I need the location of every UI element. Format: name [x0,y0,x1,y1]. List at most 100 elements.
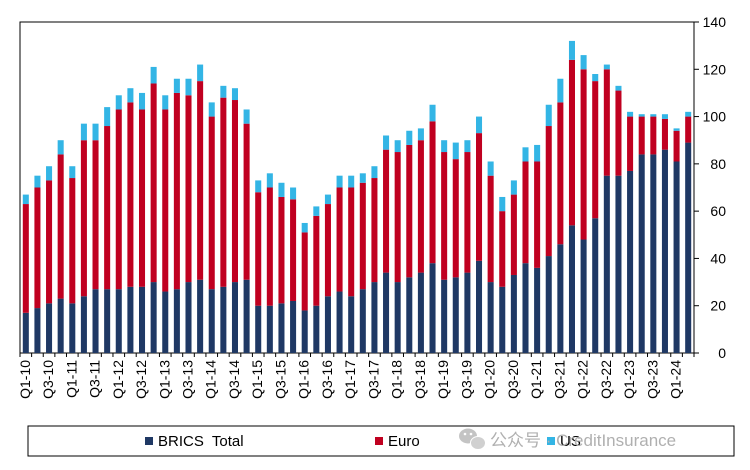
bar-euro-q2-17 [359,182,366,290]
x-tick-label-q1-13: Q1-13 [156,360,172,399]
bar-euro-q4-21 [568,59,575,226]
bar-us-q1-13 [162,95,169,110]
bar-brics-q3-19 [464,272,471,353]
bar-euro-q3-19 [464,152,471,273]
y-tick-label-80: 80 [710,156,726,172]
bar-us-q3-12 [139,92,146,110]
bar-us-q1-23 [627,111,634,117]
bar-us-q2-12 [127,88,134,103]
bar-brics-q2-23 [638,154,645,353]
bar-us-q2-23 [638,114,645,117]
x-tick-label-q1-15: Q1-15 [249,360,265,399]
bar-euro-q2-18 [406,144,413,278]
bar-euro-q1-24 [673,130,680,162]
x-tick-label-q3-20: Q3-20 [505,360,521,399]
x-tick-label-q1-18: Q1-18 [389,360,405,399]
bar-brics-q2-18 [406,277,413,353]
x-tick-label-q1-20: Q1-20 [482,360,498,399]
bar-euro-q1-14 [208,116,215,290]
y-tick-label-20: 20 [710,298,726,314]
bar-us-q4-11 [104,107,111,127]
bar-us-q4-19 [476,116,483,134]
bar-us-q2-16 [313,206,320,216]
bar-us-q4-13 [197,64,204,82]
x-tick-label-q3-17: Q3-17 [365,360,381,399]
bar-brics-q4-16 [336,291,343,353]
bar-euro-q1-11 [69,178,76,304]
x-tick-label-q1-19: Q1-19 [435,360,451,399]
bar-brics-q2-20 [499,286,506,353]
wechat-icon [459,428,486,450]
x-tick-label-q1-12: Q1-12 [110,360,126,399]
y-tick-label-40: 40 [710,250,726,266]
bar-us-q4-23 [661,114,668,119]
bar-us-q2-19 [452,142,459,160]
bar-us-q2-22 [592,74,599,82]
bar-euro-q3-22 [603,69,610,176]
bar-euro-q1-21 [534,161,541,268]
bar-euro-q4-13 [197,81,204,280]
bar-brics-q4-10 [57,298,64,353]
legend-label-euro: Euro [388,433,420,450]
bar-euro-q1-13 [162,109,169,292]
bar-brics-q1-19 [441,279,448,353]
bar-brics-q4-14 [243,279,250,353]
bar-euro-q4-20 [522,161,529,264]
bar-euro-q4-18 [429,121,436,264]
bar-brics-q4-11 [104,289,111,353]
bar-us-q4-16 [336,175,343,188]
x-tick-label-q3-18: Q3-18 [412,360,428,399]
bar-euro-q1-16 [301,232,308,311]
bar-euro-q2-22 [592,81,599,219]
x-tick-label-q3-13: Q3-13 [180,360,196,399]
bar-us-q4-12 [150,66,157,84]
bar-brics-q3-12 [139,286,146,353]
bar-brics-q4-23 [661,149,668,353]
x-tick-label-q1-23: Q1-23 [621,360,637,399]
x-tick-label-q1-16: Q1-16 [296,360,312,399]
x-tick-label-q3-22: Q3-22 [598,360,614,399]
bar-brics-q1-20 [487,282,494,353]
bar-euro-q1-18 [394,152,401,283]
bar-us-q2-20 [499,196,506,212]
bar-brics-q1-22 [580,239,587,353]
bar-us-q3-15 [278,182,285,197]
bar-euro-q2-23 [638,116,645,155]
x-tick-label-q3-19: Q3-19 [458,360,474,399]
bar-brics-q4-19 [476,260,483,353]
bar-brics-q3-21 [557,244,564,353]
bar-us-q1-10 [22,194,29,205]
bar-brics-q2-21 [545,256,552,353]
bar-euro-q1-22 [580,69,587,240]
y-tick-label-100: 100 [703,109,727,125]
bar-us-q3-14 [231,88,238,101]
legend: BRICS Total Euro US [27,425,735,457]
bar-us-q2-10 [34,175,41,188]
bar-us-q1-21 [534,144,541,162]
legend-label-us: US [560,433,581,450]
y-tick-label-0: 0 [718,345,726,361]
x-tick-label-q1-24: Q1-24 [668,360,684,399]
bar-euro-q4-17 [383,149,390,273]
bar-euro-q3-13 [185,95,192,283]
bar-euro-q4-11 [104,126,111,290]
x-tick-label-q3-12: Q3-12 [133,360,149,399]
bar-brics-q4-22 [615,175,622,353]
bar-euro-q3-17 [371,178,378,283]
bar-brics-q1-21 [534,267,541,353]
bar-us-q3-13 [185,78,192,96]
bar-brics-q2-10 [34,308,41,353]
bar-euro-q1-12 [115,109,122,290]
watermark: 公众号 · CreditInsurance [459,428,676,450]
bar-brics-q1-15 [255,305,262,353]
bar-us-q1-17 [348,175,355,188]
watermark-text: 公众号 · CreditInsurance [490,431,676,450]
bar-euro-q3-16 [324,204,331,297]
bar-euro-q2-14 [220,97,227,287]
bar-euro-q2-20 [499,211,506,287]
bar-euro-q4-22 [615,90,622,176]
x-axis: Q1-10 Q3-10 Q1-11 Q3-11 Q1-12 Q3-12 Q1-13 Q3-13… [17,353,695,399]
bar-us-q1-20 [487,161,494,176]
bar-euro-q2-21 [545,126,552,257]
